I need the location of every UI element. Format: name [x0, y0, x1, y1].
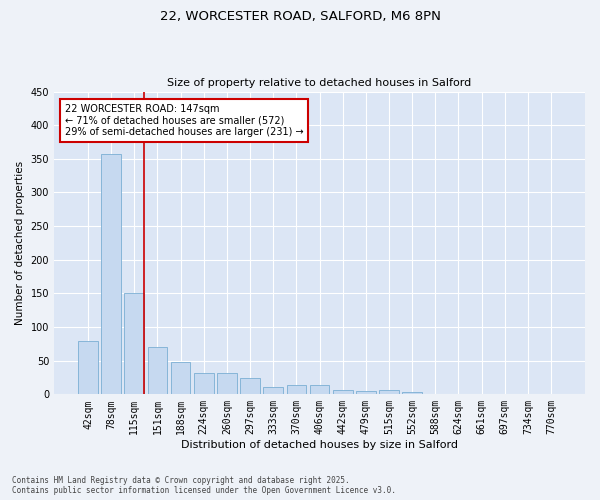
- Bar: [402, 392, 422, 394]
- Text: Contains HM Land Registry data © Crown copyright and database right 2025.
Contai: Contains HM Land Registry data © Crown c…: [12, 476, 396, 495]
- Title: Size of property relative to detached houses in Salford: Size of property relative to detached ho…: [167, 78, 472, 88]
- Bar: [263, 387, 283, 394]
- Bar: [217, 373, 237, 394]
- Bar: [78, 340, 98, 394]
- Bar: [333, 390, 353, 394]
- Text: 22, WORCESTER ROAD, SALFORD, M6 8PN: 22, WORCESTER ROAD, SALFORD, M6 8PN: [160, 10, 440, 23]
- Bar: [287, 385, 306, 394]
- Bar: [379, 390, 399, 394]
- Bar: [240, 378, 260, 394]
- Bar: [310, 385, 329, 394]
- Bar: [171, 362, 190, 394]
- Bar: [124, 294, 144, 394]
- X-axis label: Distribution of detached houses by size in Salford: Distribution of detached houses by size …: [181, 440, 458, 450]
- Y-axis label: Number of detached properties: Number of detached properties: [15, 161, 25, 325]
- Bar: [194, 373, 214, 394]
- Text: 22 WORCESTER ROAD: 147sqm
← 71% of detached houses are smaller (572)
29% of semi: 22 WORCESTER ROAD: 147sqm ← 71% of detac…: [65, 104, 303, 137]
- Bar: [101, 154, 121, 394]
- Bar: [356, 391, 376, 394]
- Bar: [148, 347, 167, 395]
